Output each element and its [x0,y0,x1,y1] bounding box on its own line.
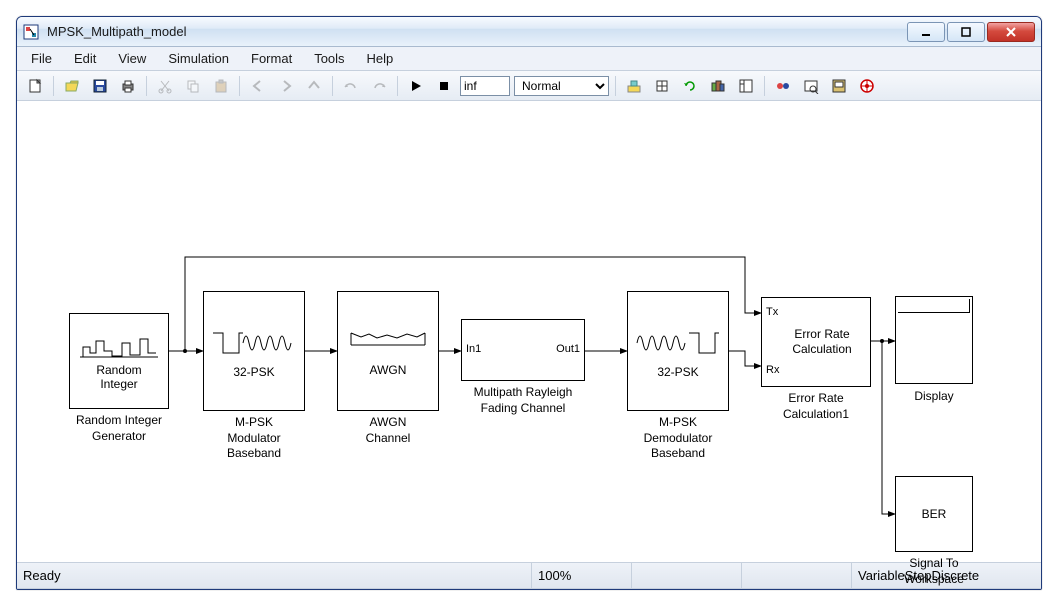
status-bar: Ready 100% VariableStepDiscrete [17,563,1041,589]
block-label-display: Display [895,389,973,405]
incremental-build-icon[interactable] [650,74,674,98]
run-icon[interactable] [404,74,428,98]
close-button[interactable] [987,22,1035,42]
menu-format[interactable]: Format [241,49,302,68]
forward-icon[interactable] [274,74,298,98]
block-text: 32-PSK [233,365,274,379]
block-text: Error Rate [794,327,849,341]
block-label-rayleigh: Multipath RayleighFading Channel [447,385,599,416]
block-text: 32-PSK [657,365,698,379]
print-icon[interactable] [116,74,140,98]
open-icon[interactable] [60,74,84,98]
block-label-random-integer: Random IntegerGenerator [59,413,179,444]
paste-icon[interactable] [209,74,233,98]
new-icon[interactable] [23,74,47,98]
port-tx: Tx [766,306,778,318]
block-mpsk-demodulator[interactable]: 32-PSK [627,291,729,411]
simulink-icon [23,24,39,40]
status-empty2 [741,563,851,589]
save-icon[interactable] [88,74,112,98]
status-zoom: 100% [531,563,631,589]
port-in1: In1 [466,343,481,355]
model-explorer-icon[interactable] [734,74,758,98]
block-error-rate[interactable]: Tx Error Rate Calculation Rx [761,297,871,387]
titlebar[interactable]: MPSK_Multipath_model [17,17,1041,47]
scope-icon[interactable] [799,74,823,98]
block-mpsk-modulator[interactable]: 32-PSK [203,291,305,411]
block-text: Random [96,363,141,377]
demod-graphic [633,323,723,359]
build-icon[interactable] [622,74,646,98]
app-window: MPSK_Multipath_model File Edit View Simu… [16,16,1042,590]
window-title: MPSK_Multipath_model [47,24,899,39]
block-text: BER [922,507,947,521]
signal-icon[interactable] [771,74,795,98]
back-icon[interactable] [246,74,270,98]
block-text: Integer [100,377,137,391]
block-label-awgn: AWGNChannel [327,415,449,446]
stop-icon[interactable] [432,74,456,98]
mod-graphic [209,323,299,359]
random-integer-graphic [78,331,160,361]
refresh-icon[interactable] [678,74,702,98]
display-bar [898,299,970,313]
toolbar: Normal Accelerator Rapid Accelerator [17,71,1041,101]
model-canvas[interactable]: Random Integer Random IntegerGenerator 3… [17,101,1041,563]
stop-time-field[interactable] [460,76,510,96]
menu-tools[interactable]: Tools [304,49,354,68]
up-icon[interactable] [302,74,326,98]
copy-icon[interactable] [181,74,205,98]
cut-icon[interactable] [153,74,177,98]
block-label-error-rate: Error RateCalculation1 [751,391,881,422]
block-label-demodulator: M-PSKDemodulatorBaseband [617,415,739,462]
block-label-to-workspace: Signal ToWorkspace [889,556,979,587]
redo-icon[interactable] [367,74,391,98]
block-random-integer[interactable]: Random Integer [69,313,169,409]
menu-bar: File Edit View Simulation Format Tools H… [17,47,1041,71]
menu-simulation[interactable]: Simulation [158,49,239,68]
undo-icon[interactable] [339,74,363,98]
block-rayleigh[interactable]: In1 Out1 [461,319,585,381]
config-icon[interactable] [827,74,851,98]
menu-file[interactable]: File [21,49,62,68]
awgn-graphic [347,325,429,353]
block-display[interactable] [895,296,973,384]
menu-view[interactable]: View [108,49,156,68]
maximize-button[interactable] [947,22,985,42]
menu-help[interactable]: Help [357,49,404,68]
sim-mode-select[interactable]: Normal Accelerator Rapid Accelerator [514,76,609,96]
block-to-workspace[interactable]: BER [895,476,973,552]
status-ready: Ready [17,563,531,589]
status-empty1 [631,563,741,589]
minimize-button[interactable] [907,22,945,42]
port-rx: Rx [766,364,779,376]
block-awgn[interactable]: AWGN [337,291,439,411]
debug-icon[interactable] [855,74,879,98]
menu-edit[interactable]: Edit [64,49,106,68]
port-out1: Out1 [556,343,580,355]
library-icon[interactable] [706,74,730,98]
block-text: Calculation [792,342,851,356]
block-text: AWGN [370,363,407,377]
block-label-modulator: M-PSKModulatorBaseband [193,415,315,462]
